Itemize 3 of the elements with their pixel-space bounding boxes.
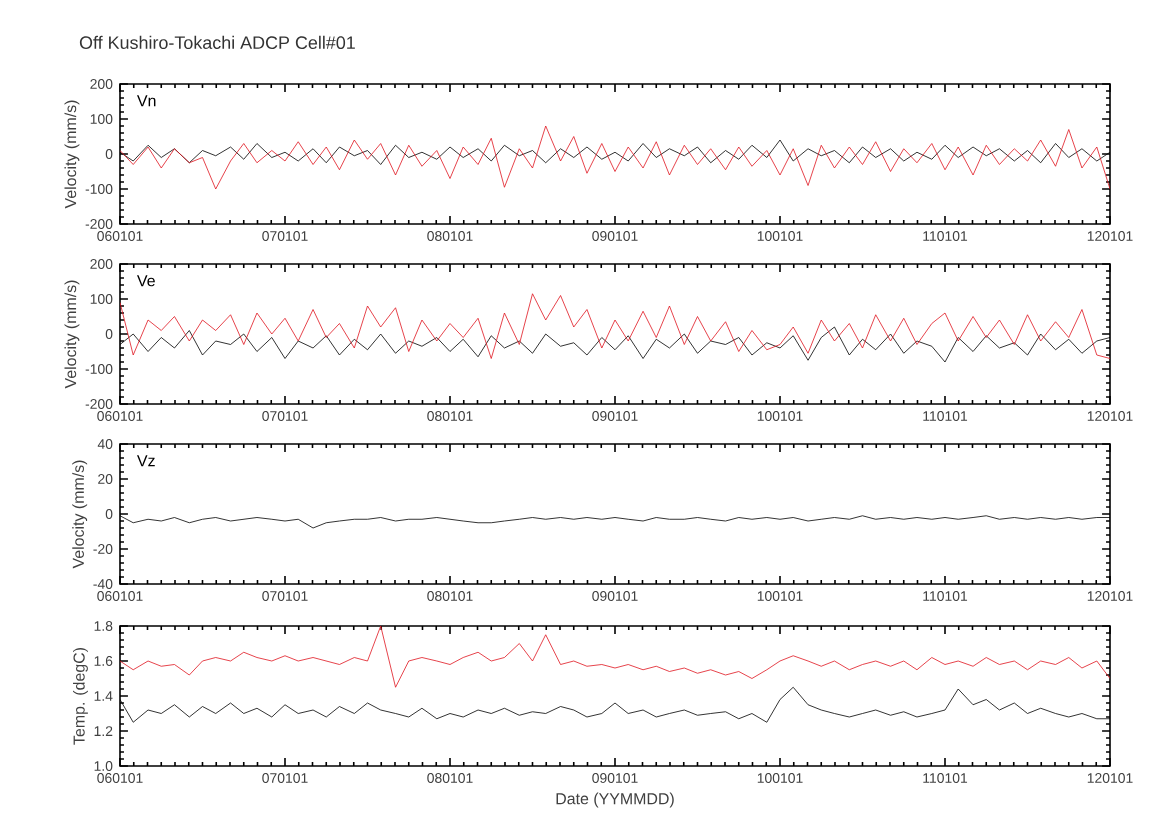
line-series bbox=[120, 293, 1110, 359]
line-series bbox=[120, 125, 1110, 190]
chart-title: Off Kushiro-Tokachi ADCP Cell#01 bbox=[79, 35, 355, 50]
